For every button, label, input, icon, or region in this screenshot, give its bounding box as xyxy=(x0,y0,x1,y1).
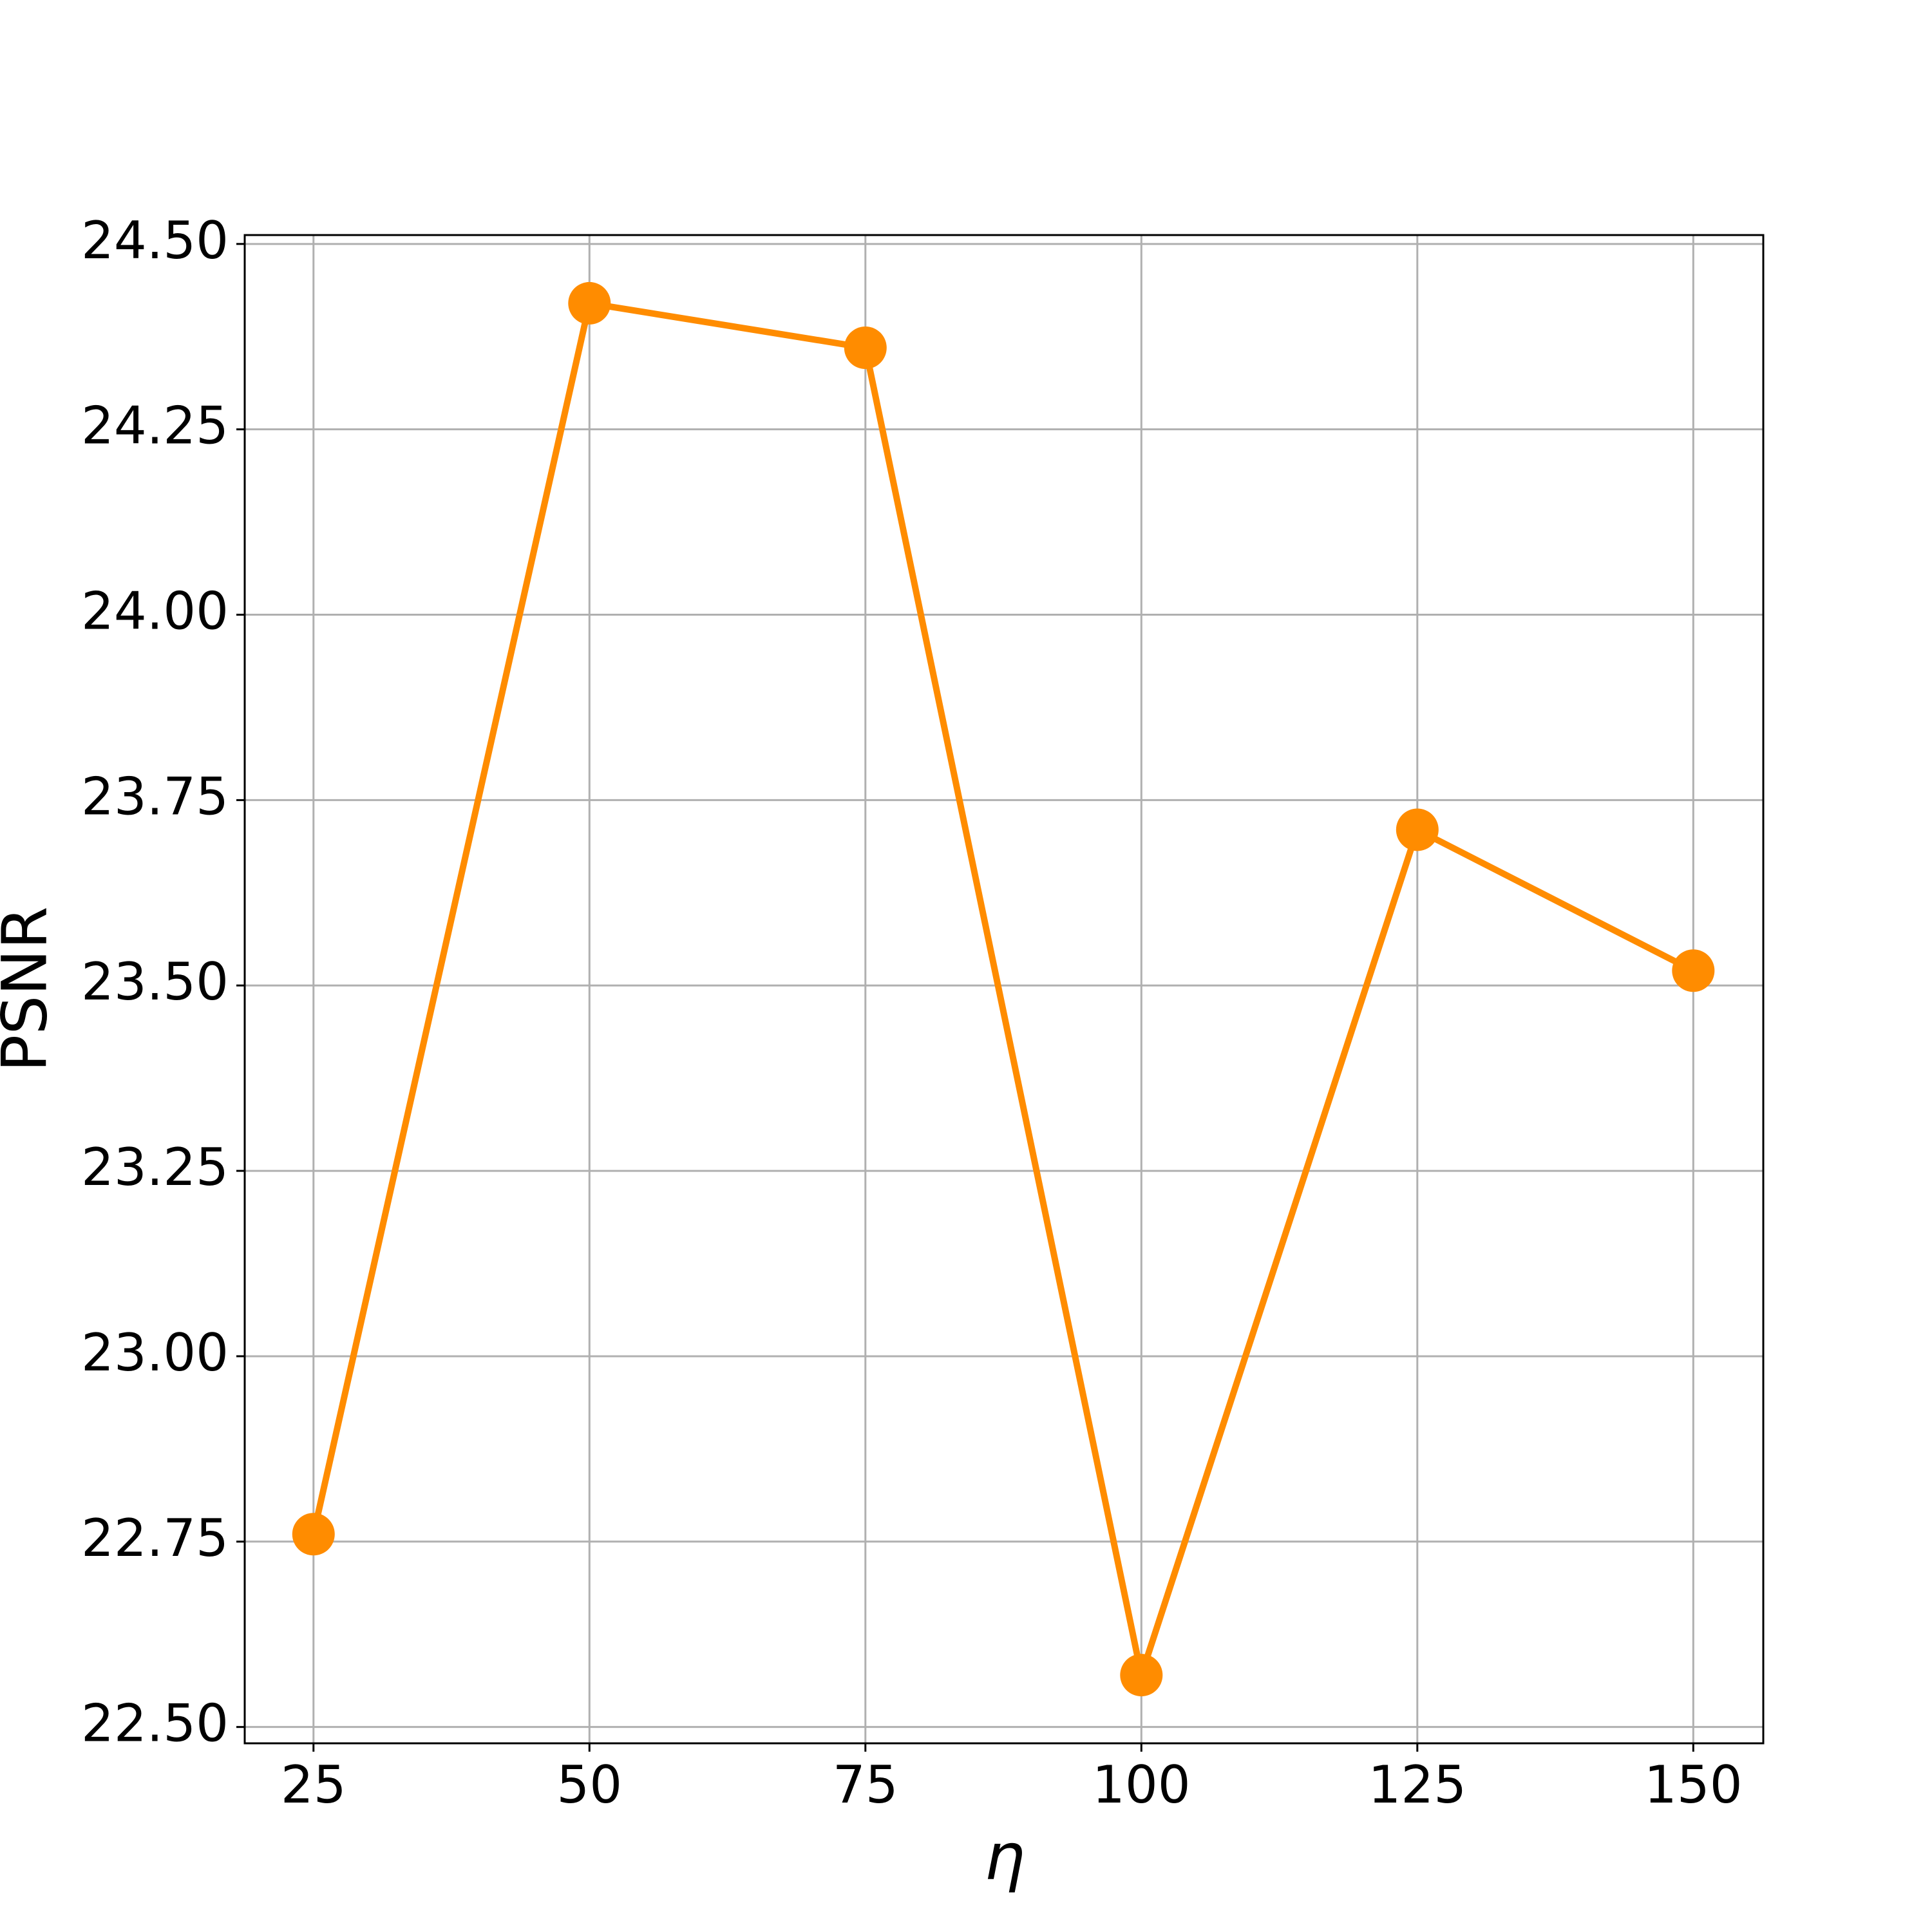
y-tick-label: 24.25 xyxy=(81,396,229,456)
x-tick-label: 125 xyxy=(1368,1755,1466,1815)
x-tick-label: 50 xyxy=(556,1755,622,1815)
y-tick-label: 24.00 xyxy=(81,581,229,641)
y-tick-label: 24.50 xyxy=(81,211,229,270)
plot-frame xyxy=(243,234,1765,1745)
x-tick-label: 150 xyxy=(1644,1755,1743,1815)
y-axis-label: PSNR xyxy=(0,906,61,1072)
marker xyxy=(844,327,887,370)
y-tick-label: 22.50 xyxy=(81,1694,229,1754)
x-axis-label: η xyxy=(984,1819,1025,1894)
marker xyxy=(1120,1654,1163,1697)
y-tick-label: 23.25 xyxy=(81,1137,229,1197)
x-tick-label: 100 xyxy=(1092,1755,1191,1815)
y-tick-label: 23.50 xyxy=(81,952,229,1012)
marker xyxy=(292,1513,335,1556)
marker xyxy=(1396,808,1439,851)
y-tick-label: 23.75 xyxy=(81,766,229,826)
x-tick-label: 75 xyxy=(833,1755,898,1815)
marker xyxy=(568,281,611,325)
y-tick-label: 22.75 xyxy=(81,1508,229,1568)
x-tick-label: 25 xyxy=(281,1755,346,1815)
line xyxy=(310,299,1695,1679)
y-tick-label: 23.00 xyxy=(81,1323,229,1383)
marker xyxy=(1672,949,1715,992)
